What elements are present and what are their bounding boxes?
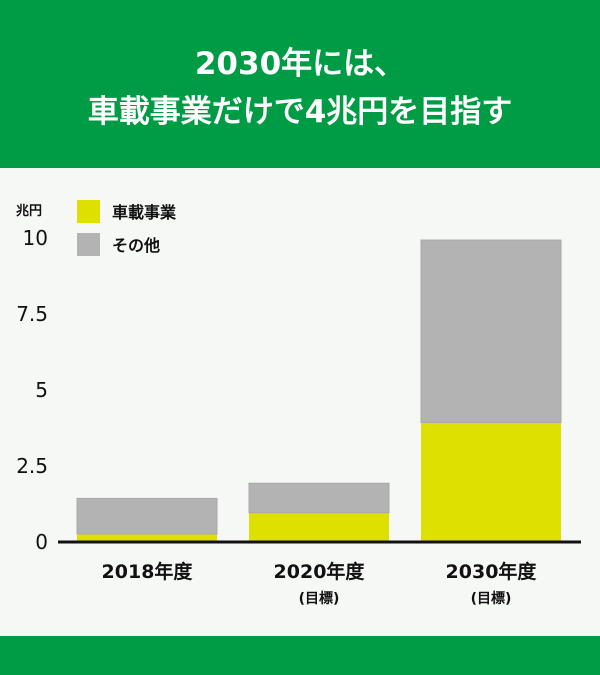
legend-swatch: [77, 200, 100, 223]
y-tick-label: 2.5: [16, 454, 48, 478]
legend-swatch: [77, 233, 100, 256]
y-tick-label: 7.5: [16, 302, 48, 326]
x-tick-note: (目標): [471, 590, 512, 607]
bar-automotive: [421, 422, 561, 541]
y-tick-label: 5: [35, 378, 48, 402]
footer-bar: [0, 636, 600, 675]
bar-automotive: [77, 534, 217, 541]
y-tick-label: 0: [35, 530, 48, 554]
bar-other: [420, 239, 562, 423]
title-banner: 2030年には、 車載事業だけで4兆円を目指す: [0, 0, 600, 168]
y-tick-label: 10: [23, 226, 48, 250]
bar-other: [76, 497, 218, 535]
title-line-2: 車載事業だけで4兆円を目指す: [87, 94, 513, 130]
x-tick-label: 2018年度: [102, 560, 194, 583]
x-tick-label: 2030年度: [446, 560, 538, 583]
x-tick-label: 2020年度: [274, 560, 366, 583]
title-line-1: 2030年には、: [194, 46, 406, 82]
x-tick-note: (目標): [299, 590, 340, 607]
legend-label: その他: [112, 236, 160, 255]
y-axis-unit: 兆円: [16, 203, 42, 219]
bar-automotive: [249, 512, 389, 541]
legend-label: 車載事業: [112, 203, 177, 222]
bar-other: [248, 482, 390, 514]
